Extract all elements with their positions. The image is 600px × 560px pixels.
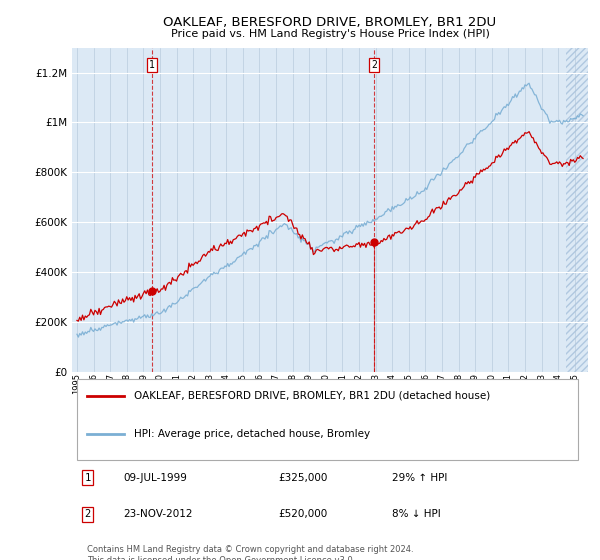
Text: 09-JUL-1999: 09-JUL-1999 bbox=[124, 473, 187, 483]
Text: HPI: Average price, detached house, Bromley: HPI: Average price, detached house, Brom… bbox=[134, 429, 370, 439]
Text: 8% ↓ HPI: 8% ↓ HPI bbox=[392, 509, 440, 519]
Text: OAKLEAF, BERESFORD DRIVE, BROMLEY, BR1 2DU: OAKLEAF, BERESFORD DRIVE, BROMLEY, BR1 2… bbox=[163, 16, 497, 29]
FancyBboxPatch shape bbox=[77, 379, 578, 460]
Text: 2: 2 bbox=[85, 509, 91, 519]
Text: £325,000: £325,000 bbox=[278, 473, 328, 483]
Bar bbox=[566, 48, 588, 372]
Text: 2: 2 bbox=[371, 60, 377, 70]
Text: Price paid vs. HM Land Registry's House Price Index (HPI): Price paid vs. HM Land Registry's House … bbox=[170, 29, 490, 39]
Text: 1: 1 bbox=[85, 473, 91, 483]
Text: £520,000: £520,000 bbox=[278, 509, 328, 519]
Text: 1: 1 bbox=[149, 60, 155, 70]
Text: OAKLEAF, BERESFORD DRIVE, BROMLEY, BR1 2DU (detached house): OAKLEAF, BERESFORD DRIVE, BROMLEY, BR1 2… bbox=[134, 391, 490, 400]
Text: 23-NOV-2012: 23-NOV-2012 bbox=[124, 509, 193, 519]
Text: Contains HM Land Registry data © Crown copyright and database right 2024.
This d: Contains HM Land Registry data © Crown c… bbox=[88, 545, 414, 560]
Text: 29% ↑ HPI: 29% ↑ HPI bbox=[392, 473, 447, 483]
